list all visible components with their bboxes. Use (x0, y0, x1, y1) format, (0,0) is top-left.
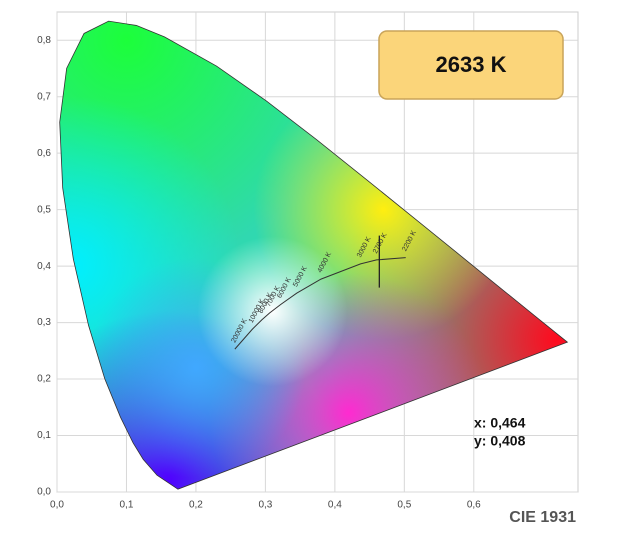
x-tick-label: 0,5 (397, 500, 411, 511)
x-tick-label: 0,3 (258, 500, 272, 511)
chart-title: CIE 1931 (509, 509, 576, 526)
y-tick-label: 0,1 (37, 430, 51, 441)
y-tick-label: 0,3 (37, 317, 51, 328)
y-tick-label: 0,2 (37, 374, 51, 385)
readout-y: y: 0,408 (474, 433, 526, 449)
y-tick-label: 0,5 (37, 204, 51, 215)
y-tick-label: 0,7 (37, 91, 51, 102)
x-tick-label: 0,1 (120, 500, 134, 511)
readout-x: x: 0,464 (474, 415, 526, 431)
spectral-locus (59, 20, 569, 490)
badge-box (378, 30, 564, 100)
y-tick-label: 0,6 (37, 148, 51, 159)
planckian-locus (234, 257, 406, 350)
x-tick-label: 0,4 (328, 500, 342, 511)
y-tick-label: 0,0 (37, 487, 51, 498)
x-tick-label: 0,2 (189, 500, 203, 511)
x-tick-label: 0,6 (467, 500, 481, 511)
badge-text: 2633 K (436, 52, 507, 77)
y-tick-label: 0,8 (37, 35, 51, 46)
x-tick-label: 0,0 (50, 500, 64, 511)
y-tick-label: 0,4 (37, 261, 51, 272)
